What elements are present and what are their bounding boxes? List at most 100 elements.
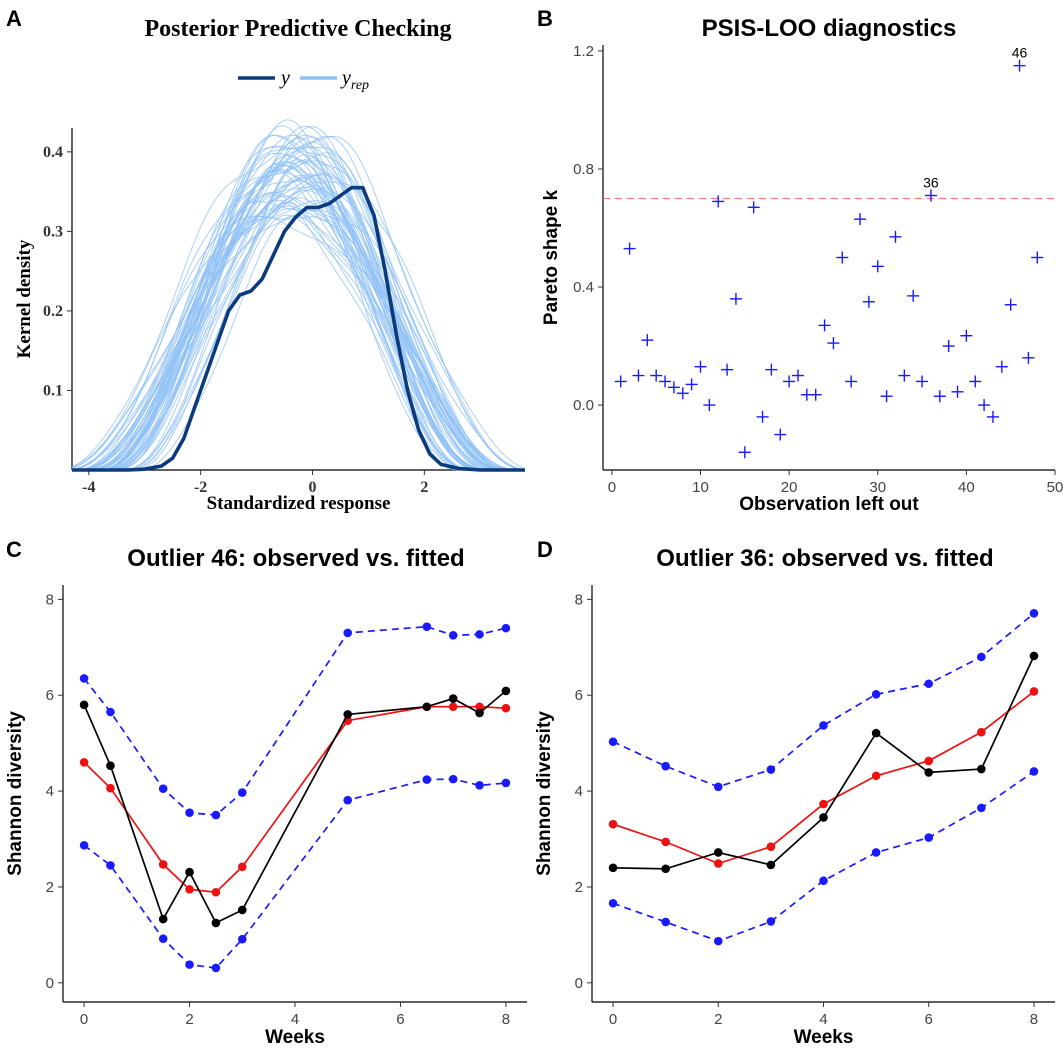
- chart-title: Posterior Predictive Checking: [144, 16, 451, 42]
- series-upper-d: [608, 608, 1039, 792]
- x-tick-label: 0: [609, 1011, 617, 1028]
- axes-a: -4 -2 0 2 0.1 0.2 0.3 0.4 Posterior Predictive C…: [14, 16, 525, 514]
- x-tick-label: 0: [608, 479, 616, 496]
- y-tick-label: 0.4: [43, 144, 63, 161]
- y-tick-label: 0.4: [573, 279, 594, 296]
- series-point: [713, 848, 723, 857]
- series-point: [211, 887, 221, 897]
- series-point: [608, 737, 618, 747]
- point-marker: [880, 390, 893, 403]
- series-point: [608, 819, 618, 829]
- series-point: [766, 860, 776, 870]
- series-lower-d: [608, 767, 1039, 946]
- series-point: [158, 860, 168, 869]
- x-tick-label: 4: [819, 1011, 827, 1028]
- series-point: [343, 710, 353, 719]
- point-marker: [995, 360, 1008, 373]
- y-rep-line: [72, 134, 524, 471]
- point-marker: [836, 251, 849, 264]
- series-point: [475, 630, 484, 639]
- x-tick-label: 2: [185, 1011, 193, 1028]
- series-point: [766, 842, 776, 852]
- series-line: [83, 705, 506, 894]
- y-axis-label: Shannon diversity: [5, 711, 26, 876]
- y-tick-label: 4: [46, 783, 54, 800]
- series-point: [211, 810, 221, 820]
- x-tick-label: 0: [80, 1011, 88, 1028]
- y-rep-line: [72, 152, 524, 471]
- series-point: [237, 934, 247, 944]
- series-point: [1029, 608, 1039, 618]
- y-tick-label: 0.2: [43, 303, 63, 320]
- x-tick-label: 30: [869, 479, 886, 496]
- x-axis-label: Standardized response: [207, 493, 391, 514]
- point-marker: [756, 410, 769, 423]
- point-marker: [862, 295, 875, 308]
- series-observed-d: [608, 651, 1039, 874]
- point-marker: [924, 189, 937, 202]
- y-rep-line: [72, 195, 524, 471]
- y-rep-line: [71, 189, 524, 471]
- y-rep-line: [71, 200, 524, 471]
- y-rep-line: [72, 135, 524, 471]
- point-marker: [676, 387, 689, 400]
- series-point: [819, 799, 828, 809]
- series-point: [106, 761, 115, 770]
- axes-d: 0 2 4 6 8 0 2 4 6 8 Outlier 36: observed vs. fitte…: [534, 545, 1055, 1048]
- x-tick-label: 6: [396, 1011, 404, 1028]
- series-point: [448, 774, 458, 784]
- series-line: [612, 612, 1035, 788]
- y-tick-label: 6: [46, 687, 54, 704]
- y-tick-label: 1.2: [573, 43, 594, 60]
- y-rep-draws: [71, 119, 525, 471]
- point-marker: [721, 363, 734, 376]
- point-marker: [747, 201, 760, 214]
- point-annotation: 46: [1012, 45, 1028, 61]
- point-marker: [659, 375, 672, 388]
- series-point: [608, 898, 618, 908]
- axes-c: 0 2 4 6 8 0 2 4 6 8 Outlier 46: observed vs. fitte…: [5, 545, 527, 1048]
- point-marker: [791, 369, 804, 382]
- point-marker: [774, 428, 787, 441]
- y-tick-label: 2: [46, 879, 54, 896]
- series-point: [977, 803, 986, 813]
- x-tick-label: 2: [420, 479, 428, 496]
- series-point: [1029, 687, 1039, 696]
- point-marker: [765, 363, 778, 376]
- point-marker: [694, 360, 707, 373]
- series-point: [185, 960, 194, 969]
- x-tick-label: 4: [291, 1011, 299, 1028]
- series-point: [977, 652, 986, 662]
- series-point: [871, 848, 881, 857]
- x-axis-label: Weeks: [265, 1027, 325, 1048]
- series-upper-c: [79, 622, 511, 820]
- x-tick-label: 50: [1047, 479, 1064, 496]
- point-marker: [783, 375, 796, 388]
- y-axis-label: Shannon diversity: [534, 711, 555, 876]
- series-point: [106, 707, 115, 717]
- series-point: [977, 764, 986, 774]
- series-point: [924, 833, 934, 842]
- y-rep-line: [72, 137, 524, 471]
- series-point: [422, 702, 432, 712]
- point-marker: [614, 375, 627, 388]
- y-tick-label: 0.3: [43, 223, 63, 240]
- x-axis-label: Weeks: [794, 1027, 854, 1048]
- y-tick-label: 0.8: [573, 161, 594, 178]
- series-point: [448, 702, 458, 712]
- series-point: [661, 917, 670, 927]
- panel-label-c: C: [6, 537, 22, 562]
- point-marker: [942, 340, 955, 353]
- series-point: [343, 795, 353, 805]
- x-tick-label: 40: [958, 479, 975, 496]
- series-point: [185, 867, 194, 877]
- series-point: [158, 914, 168, 924]
- series-point: [661, 864, 670, 874]
- point-marker: [933, 390, 946, 403]
- series-point: [343, 628, 353, 638]
- point-marker: [738, 446, 751, 459]
- point-marker: [818, 319, 831, 332]
- series-point: [475, 702, 484, 712]
- chart-title: Outlier 46: observed vs. fitted: [127, 545, 464, 572]
- y-rep-line: [72, 136, 524, 471]
